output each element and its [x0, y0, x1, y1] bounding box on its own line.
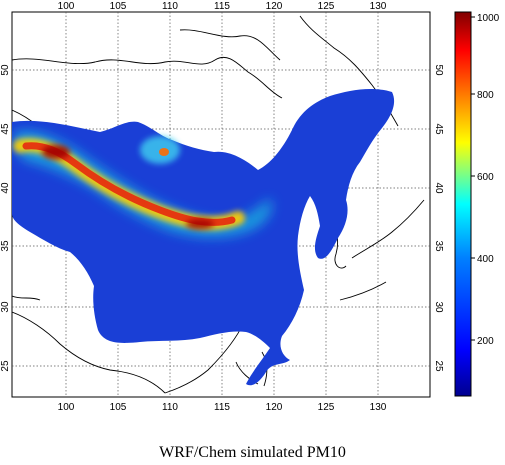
lat-tick-right: 40 [433, 182, 444, 194]
pm10-low-region [12, 89, 395, 386]
lat-tick-right: 45 [433, 123, 444, 135]
lon-tick-top: 110 [162, 1, 178, 12]
lon-tick-bottom: 130 [370, 402, 387, 413]
lon-tick-bottom: 100 [58, 402, 75, 413]
lon-tick-bottom: 120 [266, 402, 283, 413]
lat-tick-left: 30 [0, 301, 11, 313]
lon-tick-top: 105 [110, 1, 127, 12]
lat-tick-left: 25 [0, 360, 11, 372]
pm10-peak-core-east [186, 219, 214, 229]
lat-tick-right: 35 [433, 240, 444, 252]
lon-tick-bottom: 105 [110, 402, 127, 413]
lat-tick-left: 45 [0, 123, 11, 135]
pm10-mid-region [14, 131, 272, 238]
lat-tick-left: 35 [0, 240, 11, 252]
colorbar-tick-label: 800 [477, 90, 494, 101]
lon-tick-top: 130 [370, 1, 387, 12]
lon-tick-bottom: 125 [318, 402, 335, 413]
lon-tick-top: 100 [58, 1, 75, 12]
lon-tick-bottom: 115 [214, 402, 230, 413]
pm10-hotspot-north [159, 148, 169, 156]
lat-tick-right: 30 [433, 301, 444, 313]
lon-tick-bottom: 110 [162, 402, 178, 413]
lon-ticks: 100 105 110 115 120 125 130 100 105 110 … [58, 1, 387, 413]
colorbar-tick-label: 200 [477, 336, 494, 347]
colorbar: 200 400 600 800 1000 [454, 11, 500, 397]
colorbar-tick-label: 1000 [477, 13, 500, 24]
lon-tick-top: 115 [214, 1, 230, 12]
lat-tick-right: 50 [433, 64, 444, 76]
colorbar-gradient [454, 11, 472, 397]
lon-tick-top: 125 [318, 1, 335, 12]
lat-tick-right: 25 [433, 360, 444, 372]
pm10-peak-core-west [42, 145, 70, 159]
lon-tick-top: 120 [266, 1, 283, 12]
figure-caption: WRF/Chem simulated PM10 [159, 444, 346, 461]
pm10-field [12, 89, 395, 386]
lat-ticks: 25 30 35 40 45 50 25 30 35 40 45 50 [0, 64, 444, 372]
colorbar-tick-label: 600 [477, 172, 494, 183]
lat-tick-left: 50 [0, 64, 11, 76]
lat-tick-left: 40 [0, 182, 11, 194]
colorbar-tick-label: 400 [477, 254, 494, 265]
